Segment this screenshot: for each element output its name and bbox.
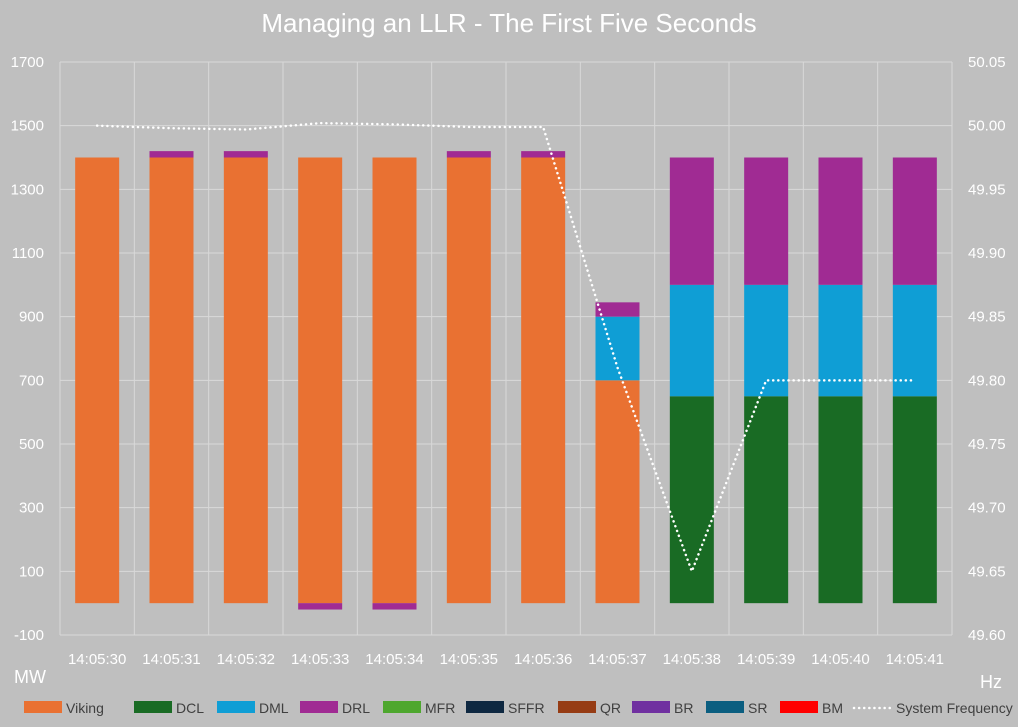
bar-viking [75, 157, 120, 604]
x-tick-label: 14:05:33 [291, 651, 349, 668]
y-tick-label: -100 [14, 627, 44, 644]
x-tick-label: 14:05:39 [737, 651, 795, 668]
bar-dml [892, 284, 937, 397]
bar-dml [818, 284, 863, 397]
x-tick-label: 14:05:37 [588, 651, 646, 668]
x-tick-label: 14:05:41 [886, 651, 944, 668]
bar-dml [669, 284, 714, 397]
y2-tick-label: 49.70 [968, 500, 1006, 517]
legend-label-drl: DRL [342, 700, 370, 716]
legend-swatch-sr [706, 701, 744, 713]
x-tick-label: 14:05:35 [440, 651, 498, 668]
x-tick-label: 14:05:40 [811, 651, 869, 668]
legend: Viking DCL DML DRL MFR SFFR QR BR SR BM System Fre… [24, 700, 1013, 716]
chart-title: Managing an LLR - The First Five Seconds [261, 8, 756, 38]
legend-label-system-frequency: System Frequency [896, 700, 1013, 716]
y-axis-label: MW [14, 667, 46, 687]
bar-viking [521, 157, 566, 604]
bar-drl [892, 157, 937, 285]
y2-tick-label: 49.85 [968, 309, 1006, 326]
legend-label-bm: BM [822, 700, 843, 716]
x-tick-label: 14:05:30 [68, 651, 126, 668]
x-tick-label: 14:05:38 [663, 651, 721, 668]
y-tick-label: 900 [19, 309, 44, 326]
legend-swatch-bm [780, 701, 818, 713]
y2-tick-label: 49.95 [968, 181, 1006, 198]
bar-drl [372, 603, 417, 610]
bar-drl [149, 151, 194, 158]
y-tick-label: 700 [19, 372, 44, 389]
bar-drl [669, 157, 714, 285]
y2-tick-label: 49.90 [968, 245, 1006, 262]
legend-label-sr: SR [748, 700, 767, 716]
bar-viking [298, 157, 343, 604]
gridlines [59, 61, 953, 636]
x-axis: 14:05:30 14:05:31 14:05:32 14:05:33 14:05:34… [68, 651, 944, 668]
y2-tick-label: 49.80 [968, 372, 1006, 389]
bar-viking [595, 380, 640, 604]
legend-swatch-drl [300, 701, 338, 713]
legend-label-qr: QR [600, 700, 621, 716]
bar-dcl [892, 396, 937, 604]
bar-dml [744, 284, 789, 397]
x-tick-label: 14:05:31 [142, 651, 200, 668]
legend-swatch-br [632, 701, 670, 713]
legend-label-mfr: MFR [425, 700, 455, 716]
bars [75, 151, 937, 610]
legend-label-br: BR [674, 700, 693, 716]
y-tick-label: 1100 [12, 245, 44, 262]
legend-swatch-viking [24, 701, 62, 713]
legend-swatch-sffr [466, 701, 504, 713]
bar-dcl [744, 396, 789, 604]
legend-swatch-dml [217, 701, 255, 713]
bar-dcl [818, 396, 863, 604]
y2-tick-label: 49.65 [968, 563, 1006, 580]
y2-tick-label: 50.05 [968, 54, 1006, 71]
x-tick-label: 14:05:36 [514, 651, 572, 668]
y-tick-label: 1300 [11, 181, 44, 198]
legend-swatch-qr [558, 701, 596, 713]
bar-viking [446, 157, 491, 604]
bar-drl [595, 302, 640, 317]
legend-swatch-dcl [134, 701, 172, 713]
y-tick-label: 1500 [11, 118, 44, 135]
bar-drl [223, 151, 268, 158]
y-axis-left: -100 100 300 500 700 900 1100 1300 1500 1700 [11, 54, 44, 644]
x-tick-label: 14:05:34 [365, 651, 423, 668]
x-tick-label: 14:05:32 [217, 651, 275, 668]
y-axis-right: 49.60 49.65 49.70 49.75 49.80 49.85 49.90 49.95… [968, 54, 1006, 644]
y2-axis-label: Hz [980, 672, 1002, 692]
legend-swatch-mfr [383, 701, 421, 713]
bar-drl [744, 157, 789, 285]
bar-dml [595, 316, 640, 381]
bar-drl [818, 157, 863, 285]
y-tick-label: 100 [19, 563, 44, 580]
y-tick-label: 500 [19, 436, 44, 453]
y2-tick-label: 49.60 [968, 627, 1006, 644]
legend-label-dcl: DCL [176, 700, 204, 716]
bar-viking [223, 157, 268, 604]
legend-label-sffr: SFFR [508, 700, 545, 716]
y2-tick-label: 50.00 [968, 118, 1006, 135]
y2-tick-label: 49.75 [968, 436, 1006, 453]
y-tick-label: 1700 [11, 54, 44, 71]
legend-label-viking: Viking [66, 700, 104, 716]
bar-dcl [669, 396, 714, 604]
frequency-line-path [95, 121, 917, 575]
legend-label-dml: DML [259, 700, 289, 716]
frequency-line [95, 121, 917, 575]
bar-drl [446, 151, 491, 158]
bar-drl [298, 603, 343, 610]
bar-viking [372, 157, 417, 604]
bar-drl [521, 151, 566, 158]
bar-viking [149, 157, 194, 604]
y-tick-label: 300 [19, 500, 44, 517]
